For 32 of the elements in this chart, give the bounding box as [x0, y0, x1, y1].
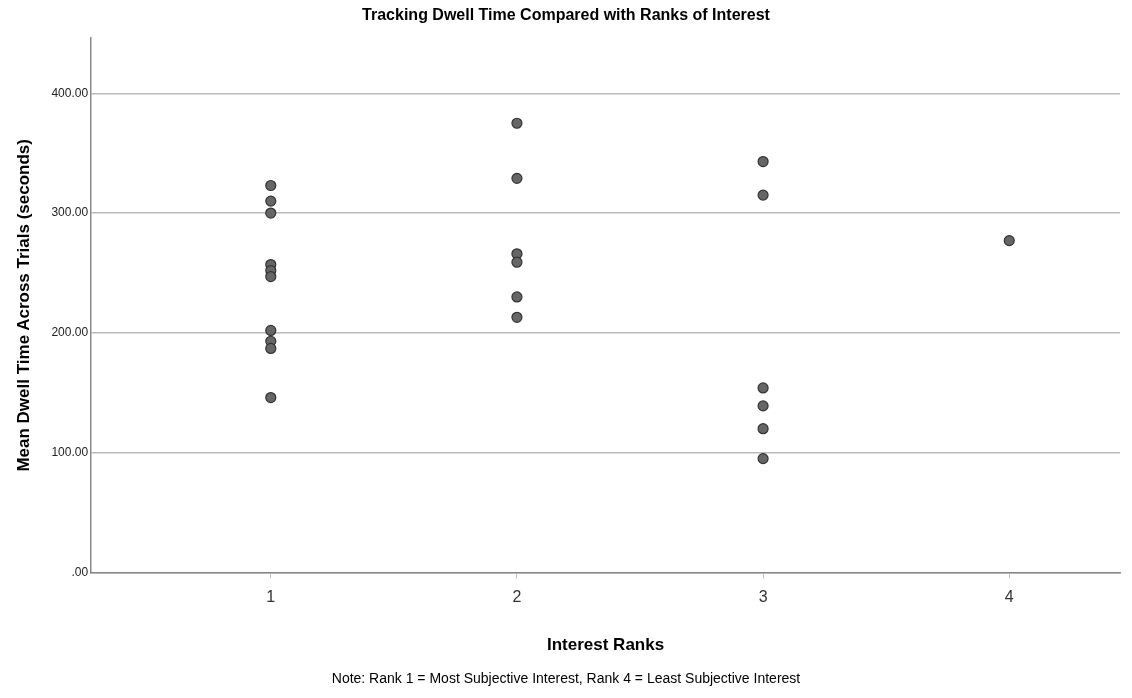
- y-tick-label: 100.00: [51, 444, 89, 459]
- y-tick-label: 200.00: [51, 325, 89, 340]
- point: [511, 117, 523, 129]
- x-tick-label: 2: [512, 588, 522, 606]
- point: [265, 342, 277, 355]
- y-tick-label: 400.00: [51, 85, 89, 100]
- x-tick-label: 4: [1004, 588, 1014, 606]
- point: [265, 195, 277, 207]
- point: [757, 423, 769, 435]
- chart-title: Tracking Dwell Time Compared with Ranks of Interest: [361, 6, 771, 24]
- x-tick-label: 3: [758, 588, 768, 606]
- text: Note: Rank 1 = Most Subjective Interest, Rank 4 = Least Subjective Interest: [330, 670, 802, 686]
- point: [511, 291, 523, 303]
- point: [265, 324, 277, 337]
- x-tick-label: 1: [266, 588, 276, 606]
- y-tick-label: 300.00: [51, 205, 89, 220]
- y-tick-label: .00: [71, 564, 89, 579]
- point: [265, 270, 277, 283]
- point: [265, 179, 277, 192]
- point: [757, 189, 769, 201]
- x-axis-title: Interest Ranks: [546, 635, 665, 655]
- point: [511, 256, 523, 268]
- point: [265, 207, 277, 219]
- point: [265, 391, 277, 404]
- y-axis-title: Mean Dwell Time Across Trials (seconds): [13, 139, 33, 472]
- point: [511, 172, 523, 184]
- point: [757, 155, 769, 168]
- point: [511, 311, 523, 323]
- point: [757, 382, 769, 394]
- point: [757, 400, 769, 412]
- point: [1003, 235, 1015, 247]
- point: [757, 453, 769, 465]
